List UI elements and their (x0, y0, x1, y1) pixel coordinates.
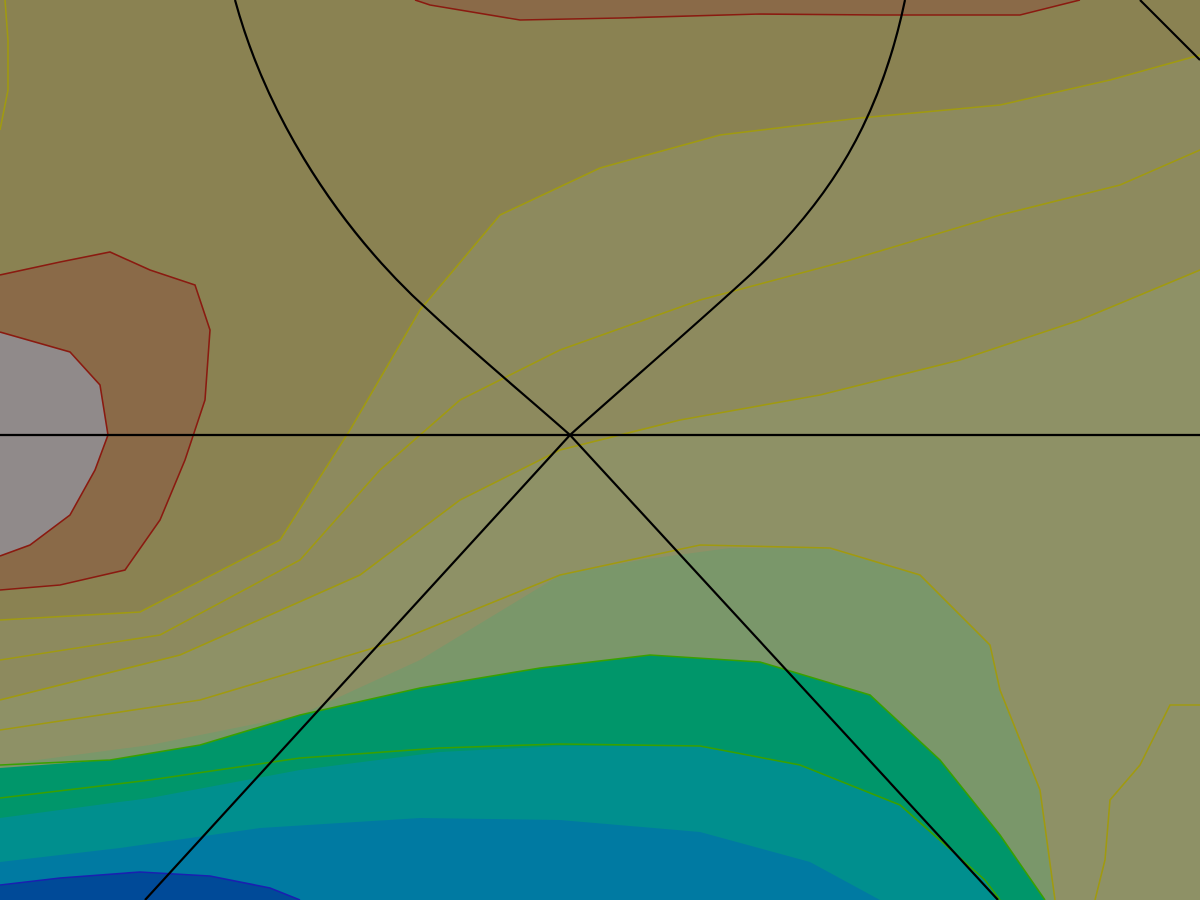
contour-line-green-2 (0, 743, 1001, 900)
contour-line-olive-patch (1094, 704, 1200, 900)
contour-line-brown-peak (0, 331, 109, 557)
graticule-meridian-left (144, 434, 571, 900)
graticule-curve-right (569, 0, 907, 436)
contour-line-olive-left-edge (0, 0, 9, 131)
terrain-high-grey (0, 332, 108, 556)
contour-line-brown-top (414, 0, 1081, 21)
terrain-olive-light-patch (1095, 705, 1200, 900)
contour-line-olive-1 (0, 54, 1200, 621)
contour-line-brown-left (0, 251, 211, 591)
graticule-curve-left (233, 0, 571, 436)
contour-line-green-1 (0, 654, 1046, 900)
contour-line-blue-1 (0, 871, 301, 900)
contour-line-olive-4 (0, 544, 1056, 900)
graticule-corner-line (1139, 0, 1200, 61)
graticule-meridian-right (569, 434, 999, 900)
contour-line-olive-2 (0, 149, 1200, 661)
